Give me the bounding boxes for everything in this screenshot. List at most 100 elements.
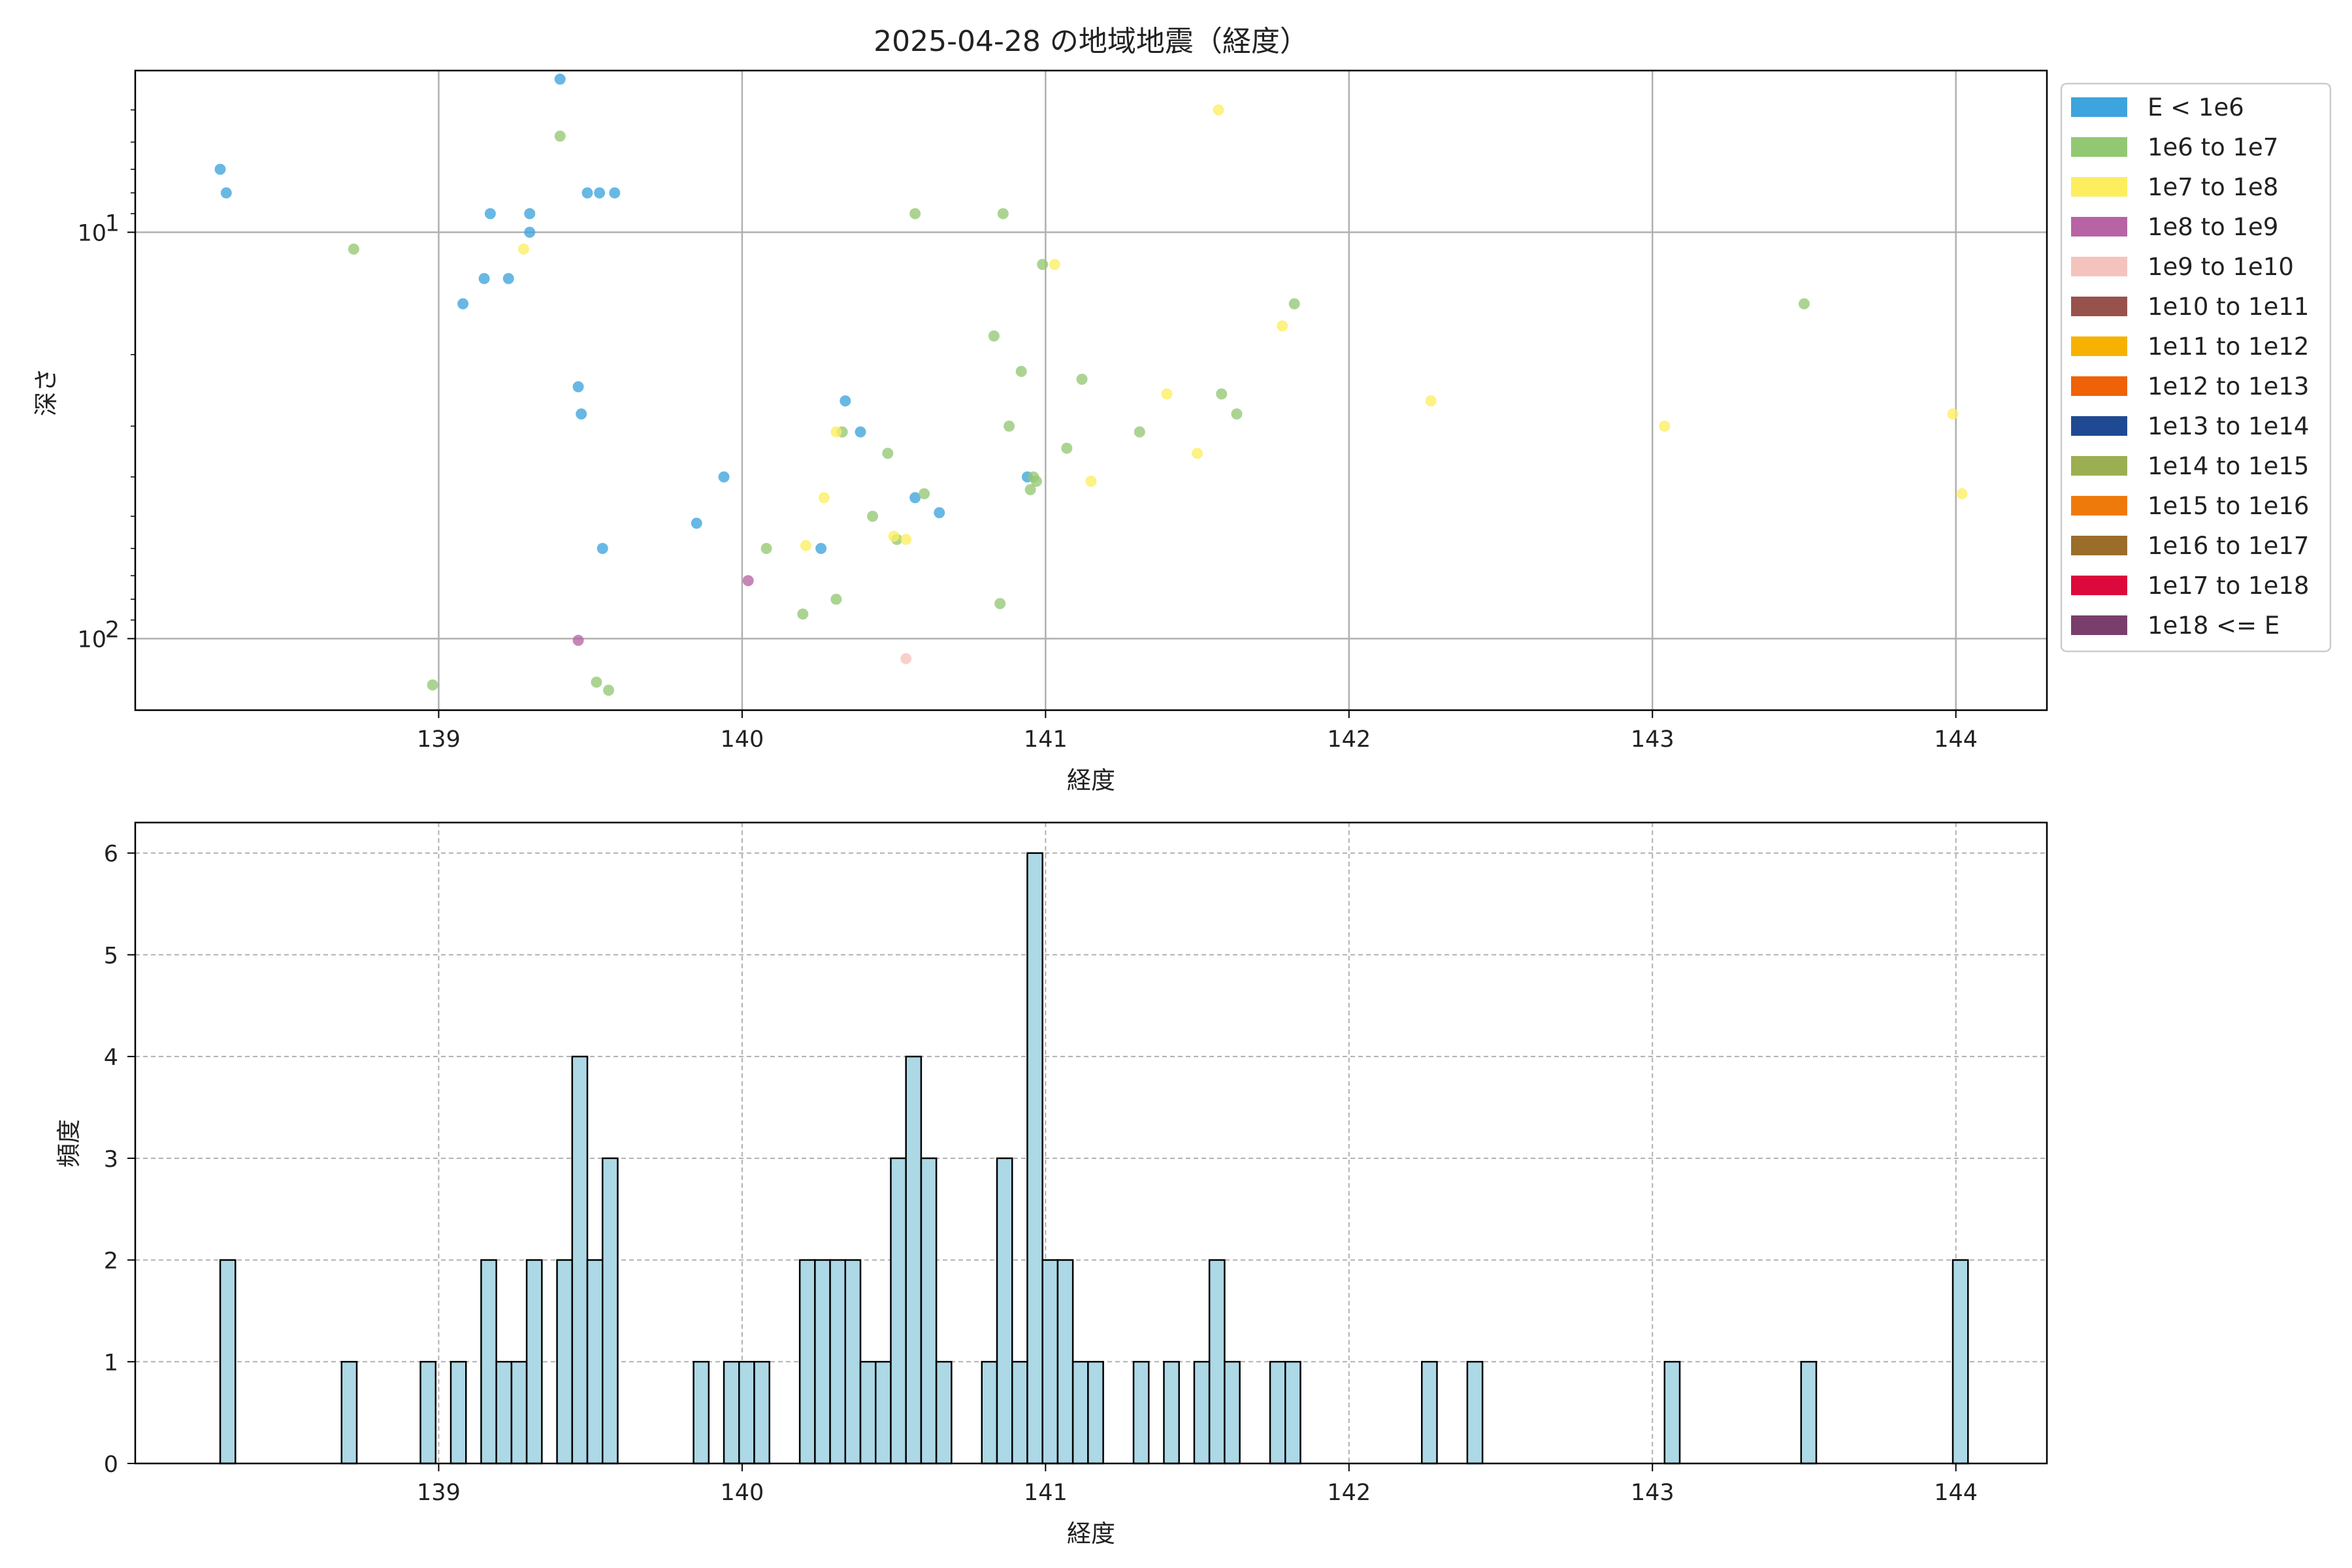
histogram-bar [935, 1361, 953, 1465]
legend-swatch [2071, 177, 2127, 197]
scatter-point [855, 426, 866, 438]
scatter-point [997, 208, 1009, 220]
scatter-point [524, 208, 536, 220]
scatter-point [1015, 365, 1027, 377]
histogram-bar [219, 1259, 237, 1465]
scatter-point [502, 272, 514, 284]
scatter-point [934, 507, 945, 519]
scatter-point [919, 488, 930, 500]
legend-swatch [2071, 416, 2127, 436]
scatter-point [594, 187, 606, 199]
scatter-point [909, 208, 921, 220]
histogram-bar [1026, 852, 1043, 1465]
legend-swatch [2071, 615, 2127, 635]
scatter-point [478, 272, 490, 284]
histogram-bar [480, 1259, 497, 1465]
scatter-point [760, 542, 772, 554]
histogram-bar [525, 1259, 543, 1465]
scatter-point [797, 608, 809, 620]
legend-swatch [2071, 376, 2127, 396]
scatter-point [1085, 476, 1097, 487]
scatter-point [900, 653, 912, 664]
scatter-point [591, 676, 602, 688]
histogram-x-tick-label: 139 [417, 1480, 461, 1506]
histogram-bar [1071, 1361, 1089, 1465]
histogram-bar [1284, 1361, 1301, 1465]
legend-swatch [2071, 217, 2127, 237]
legend-swatch [2071, 456, 2127, 476]
scatter-x-tick-label: 141 [1024, 727, 1068, 753]
scatter-point [1956, 488, 1968, 500]
scatter-point [572, 634, 584, 646]
scatter-point [1192, 448, 1203, 459]
scatter-point [524, 227, 536, 238]
scatter-point [815, 542, 827, 554]
histogram-bar [798, 1259, 816, 1465]
legend-label: 1e16 to 1e17 [2148, 532, 2309, 560]
histogram-bar [1132, 1361, 1150, 1465]
scatter-y-axis-label: 深さ [32, 368, 60, 416]
scatter-point [214, 163, 226, 175]
scatter-point [994, 598, 1006, 610]
scatter-title: 2025-04-28 の地域地震（経度） [874, 25, 1309, 58]
histogram-bar [1663, 1361, 1681, 1465]
histogram-y-tick-label: 0 [104, 1452, 118, 1478]
legend-swatch [2071, 257, 2127, 276]
legend-swatch [2071, 576, 2127, 595]
histogram-x-axis-label: 経度 [1067, 1520, 1115, 1548]
histogram-bar [905, 1055, 923, 1465]
scatter-point [1134, 426, 1145, 438]
scatter-y-tick-label: 10 [77, 221, 106, 247]
scatter-point [882, 448, 894, 459]
legend-swatch [2071, 496, 2127, 515]
legend-label: 1e9 to 1e10 [2148, 253, 2294, 281]
histogram-bar [829, 1259, 847, 1465]
histogram-bar [859, 1361, 877, 1465]
scatter-point [1037, 259, 1049, 270]
histogram-x-tick-label: 140 [720, 1480, 764, 1506]
scatter-point [484, 208, 496, 220]
scatter-point [1216, 388, 1228, 400]
legend-label: 1e15 to 1e16 [2148, 492, 2309, 520]
scatter-point [348, 243, 359, 255]
histogram-bar [495, 1361, 513, 1465]
histogram-bar [1208, 1259, 1226, 1465]
legend-swatch [2071, 97, 2127, 117]
histogram-bar [1952, 1259, 1969, 1465]
legend-label: 1e6 to 1e7 [2148, 133, 2278, 161]
scatter-x-tick-label: 143 [1631, 727, 1674, 753]
scatter-x-tick-label: 142 [1327, 727, 1371, 753]
legend-swatch [2071, 137, 2127, 157]
histogram-bar [510, 1361, 528, 1465]
scatter-point [609, 187, 621, 199]
histogram-y-tick-label: 5 [104, 943, 118, 969]
scatter-point [800, 540, 811, 551]
histogram-bar [601, 1157, 619, 1465]
scatter-point [576, 408, 587, 420]
histogram-bar [340, 1361, 358, 1465]
histogram-y-tick-label: 2 [104, 1249, 118, 1275]
histogram-x-tick-label: 144 [1934, 1480, 1978, 1506]
histogram-bar [1420, 1361, 1438, 1465]
legend-label: 1e8 to 1e9 [2148, 213, 2278, 241]
scatter-point [1161, 388, 1173, 400]
scatter-point [888, 531, 900, 542]
scatter-point [1049, 259, 1060, 270]
scatter-point [830, 593, 842, 605]
histogram-y-tick-label: 6 [104, 841, 118, 868]
histogram-bar [1163, 1361, 1180, 1465]
histogram-bar [874, 1361, 892, 1465]
scatter-y-tick-exponent: 1 [105, 211, 120, 237]
histogram-bar [753, 1361, 770, 1465]
histogram-y-tick-label: 1 [104, 1350, 118, 1376]
scatter-point [596, 542, 608, 554]
scatter-point [517, 243, 529, 255]
histogram-bar [890, 1157, 907, 1465]
scatter-point [718, 471, 730, 483]
scatter-point [554, 73, 566, 85]
legend-label: 1e18 <= E [2148, 612, 2279, 640]
legend-label: 1e7 to 1e8 [2148, 173, 2278, 201]
legend-box [2060, 82, 2332, 653]
scatter-point [1004, 420, 1015, 432]
